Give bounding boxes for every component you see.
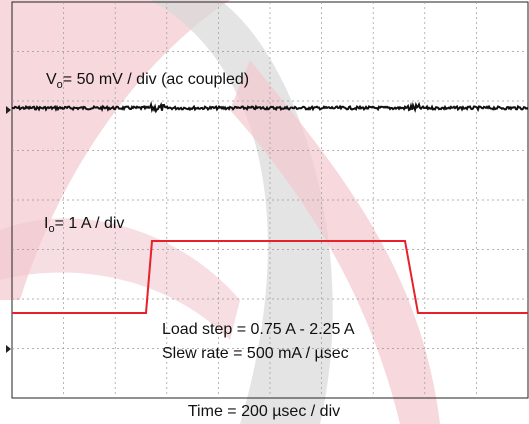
subscript: o [57, 79, 63, 91]
watermark [0, 0, 230, 300]
symbol: V [46, 71, 57, 88]
channel-marker [6, 106, 11, 114]
current-label: Io= 1 A / div [44, 215, 124, 235]
symbol: I [44, 215, 48, 232]
label-text: = 50 mV / div (ac coupled) [63, 71, 249, 88]
label-text: = 1 A / div [55, 215, 125, 232]
watermark [0, 218, 240, 340]
current-trace [12, 240, 528, 314]
grid [12, 2, 528, 398]
subscript: o [48, 223, 54, 235]
annotation: Slew rate = 500 mA / µsec [162, 345, 349, 362]
time-label: Time = 200 µsec / div [188, 403, 340, 420]
voltage-label: Vo= 50 mV / div (ac coupled) [46, 71, 249, 91]
voltage-trace [12, 100, 529, 114]
annotation: Load step = 0.75 A - 2.25 A [162, 321, 355, 338]
channel-marker [6, 345, 11, 353]
